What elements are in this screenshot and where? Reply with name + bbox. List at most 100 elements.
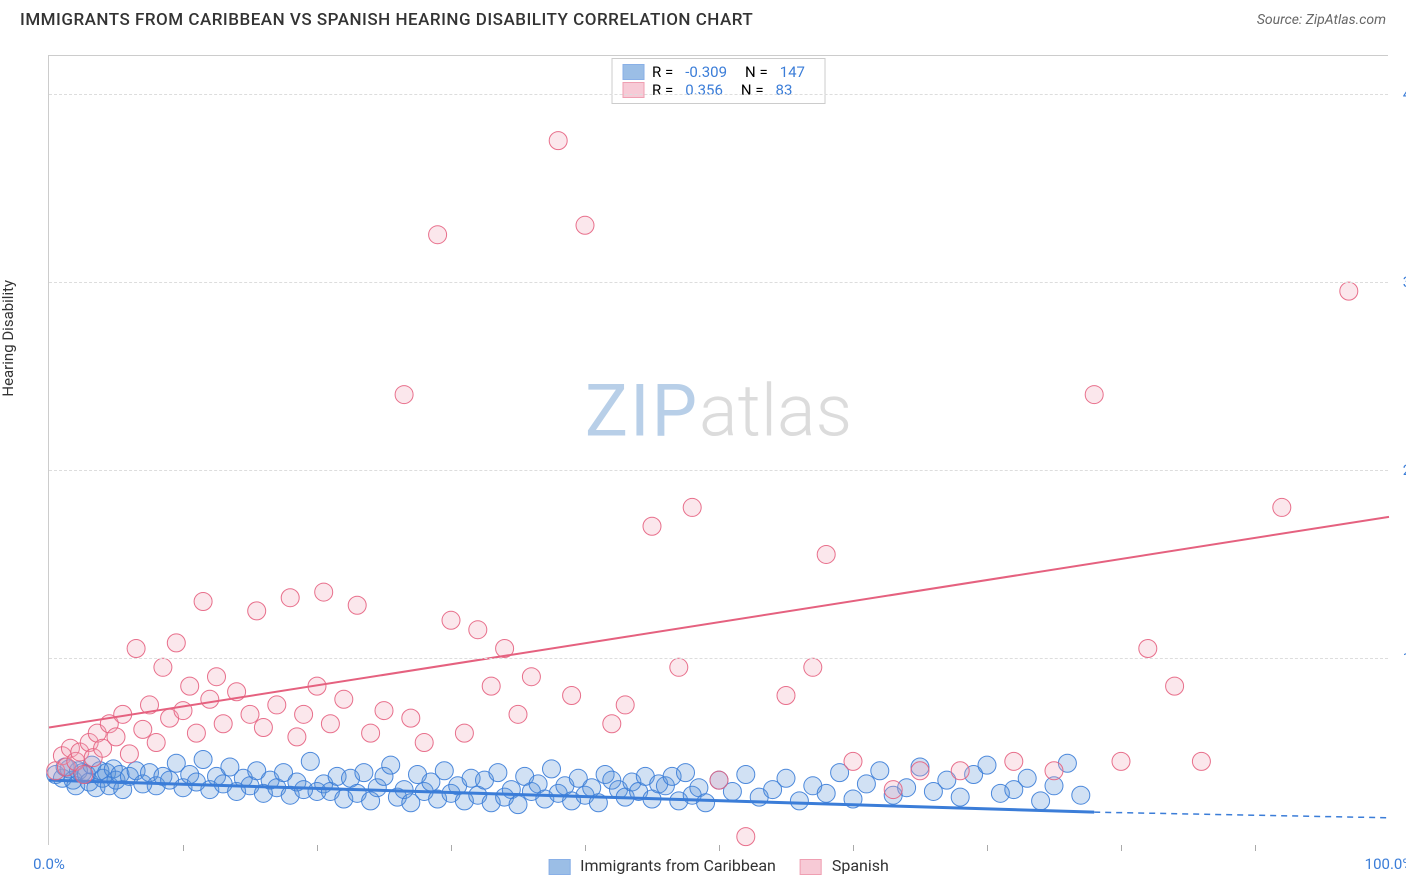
- scatter-point: [1032, 792, 1050, 810]
- scatter-point: [857, 775, 875, 793]
- scatter-point: [147, 734, 165, 752]
- scatter-point: [335, 690, 353, 708]
- scatter-point: [201, 690, 219, 708]
- source-label: Source: ZipAtlas.com: [1257, 12, 1386, 28]
- scatter-point: [134, 720, 152, 738]
- x-tick: [317, 845, 318, 851]
- scatter-point: [576, 216, 594, 234]
- scatter-point: [871, 762, 889, 780]
- scatter-point: [1340, 282, 1358, 300]
- scatter-point: [295, 705, 313, 723]
- scatter-point: [288, 728, 306, 746]
- scatter-point: [978, 756, 996, 774]
- scatter-point: [254, 719, 272, 737]
- gridline: [49, 94, 1388, 95]
- scatter-point: [1072, 786, 1090, 804]
- scatter-point: [429, 226, 447, 244]
- legend-label-spanish: Spanish: [832, 856, 889, 875]
- scatter-point: [509, 705, 527, 723]
- scatter-point: [127, 640, 145, 658]
- scatter-point: [616, 696, 634, 714]
- scatter-point: [683, 498, 701, 516]
- scatter-point: [174, 702, 192, 720]
- scatter-point: [1018, 769, 1036, 787]
- x-tick: [719, 845, 720, 851]
- scatter-point: [1166, 677, 1184, 695]
- scatter-point: [415, 734, 433, 752]
- scatter-point: [563, 687, 581, 705]
- x-tick-label: 100.0%: [1365, 855, 1406, 873]
- scatter-point: [1112, 752, 1130, 770]
- scatter-point: [790, 792, 808, 810]
- gridline: [49, 282, 1388, 283]
- scatter-point: [697, 794, 715, 812]
- legend-item-spanish: Spanish: [800, 856, 889, 875]
- scatter-point: [603, 715, 621, 733]
- x-tick: [451, 845, 452, 851]
- scatter-point: [214, 715, 232, 733]
- scatter-point: [375, 702, 393, 720]
- swatch-spanish-icon: [800, 859, 822, 875]
- scatter-point: [348, 596, 366, 614]
- scatter-point: [1085, 386, 1103, 404]
- scatter-point: [677, 764, 695, 782]
- scatter-point: [844, 752, 862, 770]
- scatter-point: [442, 611, 460, 629]
- scatter-point: [1273, 498, 1291, 516]
- x-tick: [1121, 845, 1122, 851]
- scatter-point: [268, 696, 286, 714]
- scatter-point: [489, 764, 507, 782]
- scatter-point: [402, 709, 420, 727]
- scatter-point: [482, 677, 500, 695]
- scatter-point: [281, 589, 299, 607]
- scatter-point: [1005, 752, 1023, 770]
- scatter-point: [362, 724, 380, 742]
- scatter-point: [911, 762, 929, 780]
- scatter-point: [804, 658, 822, 676]
- scatter-point: [710, 771, 728, 789]
- scatter-point: [301, 752, 319, 770]
- scatter-point: [248, 602, 266, 620]
- gridline: [49, 470, 1388, 471]
- scatter-point: [194, 750, 212, 768]
- x-tick: [987, 845, 988, 851]
- scatter-point: [549, 132, 567, 150]
- scatter-point: [777, 769, 795, 787]
- scatter-point: [1192, 752, 1210, 770]
- gridline: [49, 658, 1388, 659]
- scatter-point: [395, 386, 413, 404]
- scatter-point: [509, 796, 527, 814]
- scatter-point: [817, 545, 835, 563]
- scatter-svg: [49, 56, 1388, 845]
- scatter-point: [187, 724, 205, 742]
- scatter-point: [737, 766, 755, 784]
- scatter-point: [951, 788, 969, 806]
- scatter-point: [181, 677, 199, 695]
- scatter-point: [469, 621, 487, 639]
- regression-line-dashed: [1094, 812, 1389, 818]
- scatter-point: [643, 517, 661, 535]
- scatter-point: [737, 828, 755, 846]
- scatter-point: [382, 756, 400, 774]
- chart-plot-area: ZIPatlas R = -0.309 N = 147 R = 0.356 N …: [48, 55, 1388, 845]
- scatter-point: [435, 762, 453, 780]
- series-legend: Immigrants from Caribbean Spanish: [548, 856, 889, 875]
- legend-item-caribbean: Immigrants from Caribbean: [548, 856, 776, 875]
- scatter-point: [120, 745, 138, 763]
- scatter-point: [208, 668, 226, 686]
- scatter-point: [951, 762, 969, 780]
- scatter-point: [355, 764, 373, 782]
- scatter-point: [543, 760, 561, 778]
- scatter-point: [1045, 762, 1063, 780]
- scatter-point: [167, 634, 185, 652]
- scatter-point: [321, 715, 339, 733]
- x-tick: [585, 845, 586, 851]
- scatter-point: [522, 668, 540, 686]
- scatter-point: [455, 724, 473, 742]
- scatter-point: [1139, 640, 1157, 658]
- swatch-caribbean-icon: [548, 859, 570, 875]
- scatter-point: [154, 658, 172, 676]
- scatter-point: [777, 687, 795, 705]
- scatter-point: [884, 781, 902, 799]
- scatter-point: [315, 583, 333, 601]
